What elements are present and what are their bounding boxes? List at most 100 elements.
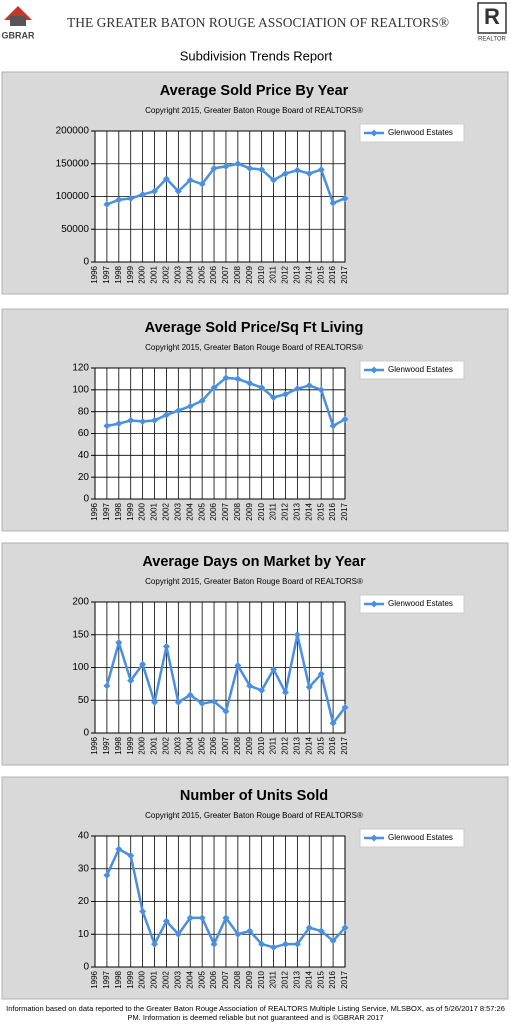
data-point [281, 688, 289, 696]
y-tick-label: 100 [72, 662, 89, 673]
x-tick-label: 2005 [197, 502, 206, 520]
data-point [341, 415, 349, 423]
x-tick-label: 2014 [304, 502, 313, 520]
data-point [246, 379, 254, 387]
data-point [258, 384, 266, 392]
x-tick-label: 2004 [185, 970, 194, 988]
x-tick-label: 2010 [257, 970, 266, 988]
x-tick-label: 2002 [162, 502, 171, 520]
y-tick-label: 200000 [56, 126, 90, 137]
data-point [222, 162, 230, 170]
y-tick-label: 30 [78, 863, 90, 874]
x-tick-label: 2014 [304, 970, 313, 988]
x-tick-label: 2010 [257, 736, 266, 754]
chart-title: Average Sold Price By Year [160, 83, 349, 99]
x-tick-label: 1999 [126, 736, 135, 754]
data-point [103, 871, 111, 879]
report-title: Subdivision Trends Report [180, 48, 333, 63]
x-tick-label: 2000 [138, 970, 147, 988]
x-tick-label: 2004 [185, 736, 194, 754]
x-tick-label: 2012 [281, 970, 290, 988]
x-tick-label: 2009 [245, 970, 254, 988]
data-point [139, 417, 147, 425]
y-tick-label: 50000 [61, 224, 89, 235]
data-point [210, 940, 218, 948]
x-tick-label: 2012 [281, 502, 290, 520]
x-tick-label: 2009 [245, 265, 254, 283]
y-tick-label: 100000 [56, 191, 90, 202]
data-point [115, 639, 123, 647]
data-point [258, 940, 266, 948]
chart-subtitle: Copyright 2015, Greater Baton Rouge Boar… [145, 343, 363, 352]
data-point [234, 160, 242, 168]
header-title: THE GREATER BATON ROUGE ASSOCIATION OF R… [67, 15, 449, 30]
x-tick-label: 2008 [233, 736, 242, 754]
data-point [281, 390, 289, 398]
legend-box [359, 123, 465, 143]
x-tick-label: 1997 [102, 265, 111, 283]
x-tick-label: 2009 [245, 502, 254, 520]
x-tick-label: 2002 [162, 970, 171, 988]
data-point [293, 166, 301, 174]
x-tick-label: 2001 [150, 970, 159, 988]
legend-box [359, 360, 465, 380]
y-tick-label: 20 [78, 472, 90, 483]
x-tick-label: 2017 [340, 970, 349, 988]
y-tick-label: 0 [83, 962, 89, 973]
x-tick-label: 1999 [126, 265, 135, 283]
x-tick-label: 1998 [114, 970, 123, 988]
data-point [270, 393, 278, 401]
x-tick-label: 2012 [281, 265, 290, 283]
logo-house [10, 16, 26, 26]
data-point [162, 917, 170, 925]
data-point [317, 670, 325, 678]
data-point [293, 940, 301, 948]
x-tick-label: 2001 [150, 736, 159, 754]
data-point [198, 397, 206, 405]
x-tick-label: 2010 [257, 265, 266, 283]
x-tick-label: 2001 [150, 502, 159, 520]
data-point [305, 170, 313, 178]
legend-marker [370, 366, 378, 374]
data-point [127, 852, 135, 860]
data-point [246, 927, 254, 935]
data-point [127, 194, 135, 202]
y-tick-label: 0 [83, 728, 89, 739]
data-point [198, 700, 206, 708]
data-point [246, 164, 254, 172]
data-point [186, 402, 194, 410]
x-tick-label: 2015 [316, 970, 325, 988]
x-tick-label: 2010 [257, 502, 266, 520]
data-point [341, 194, 349, 202]
x-tick-label: 2015 [316, 736, 325, 754]
chart-title: Number of Units Sold [180, 788, 328, 804]
data-point [139, 191, 147, 199]
x-tick-label: 2015 [316, 502, 325, 520]
data-point [198, 180, 206, 188]
y-tick-label: 100 [72, 384, 89, 395]
x-tick-label: 1996 [90, 502, 99, 520]
data-point [222, 374, 230, 382]
x-tick-label: 1998 [114, 502, 123, 520]
data-point [210, 698, 218, 706]
data-point [329, 199, 337, 207]
data-point [258, 686, 266, 694]
y-tick-label: 60 [78, 428, 90, 439]
x-tick-label: 2014 [304, 736, 313, 754]
x-tick-label: 2007 [221, 502, 230, 520]
logo-text: GBRAR [2, 30, 35, 40]
x-tick-label: 1997 [102, 736, 111, 754]
data-point [270, 665, 278, 673]
data-point [127, 677, 135, 685]
chart-panel: Average Sold Price By Year Copyright 2015… [1, 71, 509, 295]
x-tick-label: 2016 [328, 736, 337, 754]
data-point [329, 422, 337, 430]
x-tick-label: 2016 [328, 265, 337, 283]
data-point [151, 698, 159, 706]
data-point [210, 384, 218, 392]
chart-panel: Average Sold Price/Sq Ft Living Copyright… [1, 308, 509, 532]
chart-title: Average Sold Price/Sq Ft Living [145, 320, 364, 336]
data-point [186, 691, 194, 699]
x-tick-label: 2012 [281, 736, 290, 754]
data-point [329, 719, 337, 727]
